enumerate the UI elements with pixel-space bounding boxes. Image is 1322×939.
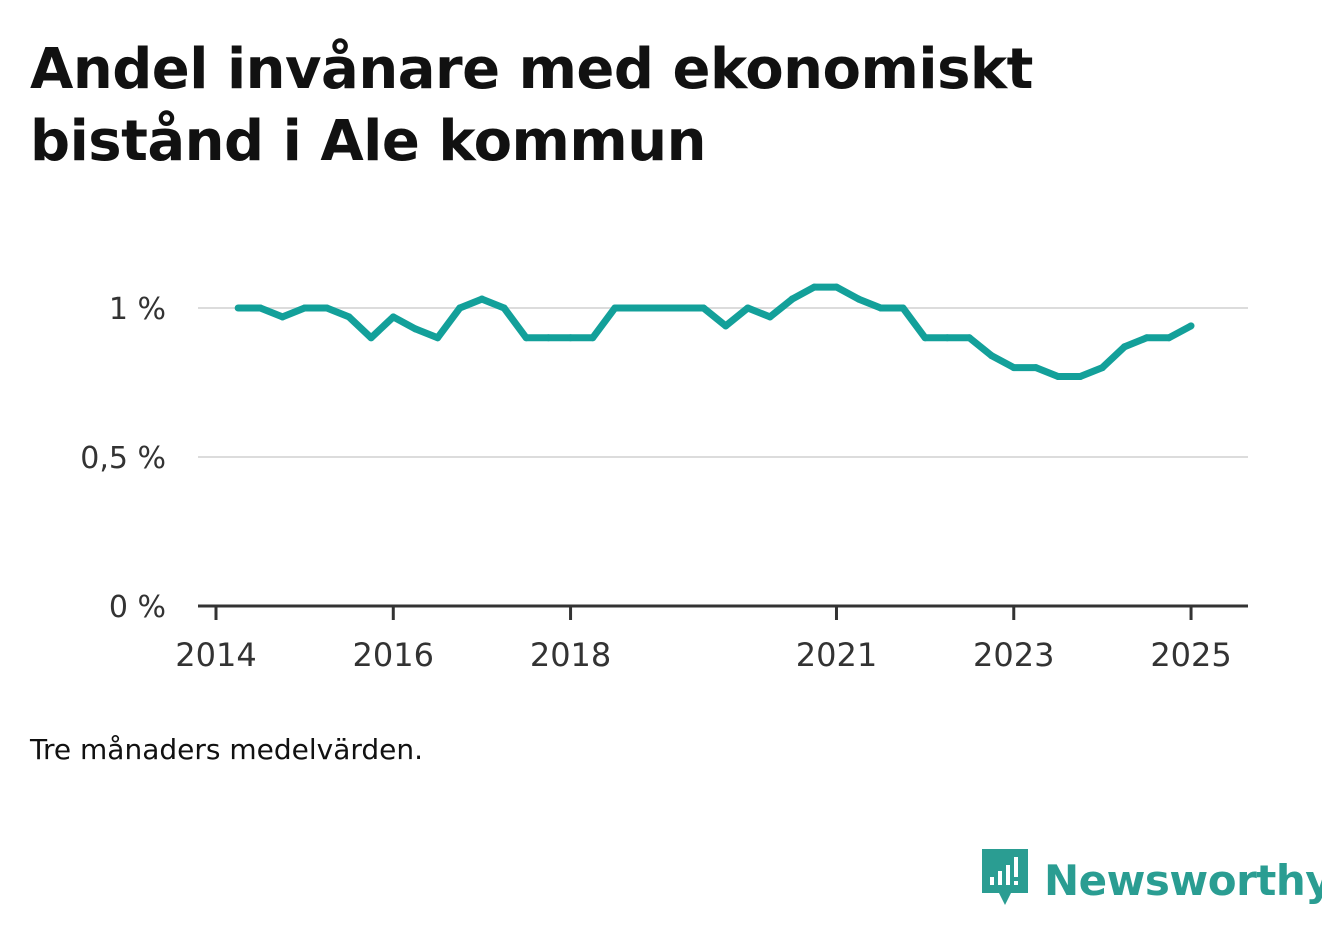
x-tick-label: 2021	[796, 636, 877, 674]
y-axis-tick-labels: 0 % 0,5 % 1 %	[80, 292, 166, 625]
data-point	[567, 334, 575, 342]
data-point	[589, 334, 597, 342]
data-point	[323, 304, 331, 312]
data-point	[677, 304, 685, 312]
data-point	[611, 304, 619, 312]
data-point	[1010, 364, 1018, 372]
gridlines	[198, 307, 1248, 458]
data-point	[810, 283, 818, 291]
data-point	[478, 295, 486, 303]
data-point	[965, 334, 973, 342]
data-point	[256, 304, 264, 312]
data-point	[1187, 322, 1195, 330]
x-tick-label: 2018	[530, 636, 611, 674]
data-point	[855, 295, 863, 303]
data-point	[544, 334, 552, 342]
chart-title: Andel invånare med ekonomiskt bistånd i …	[30, 37, 1033, 174]
y-tick-label: 0,5 %	[80, 441, 166, 476]
data-point	[921, 334, 929, 342]
data-point	[278, 313, 286, 321]
data-point	[1098, 364, 1106, 372]
data-point	[700, 304, 708, 312]
newsworthy-logo-icon	[980, 847, 1030, 914]
x-tick-label: 2014	[175, 636, 256, 674]
brand-name: Newsworthy	[1044, 855, 1322, 905]
data-point	[766, 313, 774, 321]
data-point	[1076, 373, 1084, 381]
x-axis-tick-labels: 2014 2016 2018 2021 2023 2025	[175, 636, 1231, 674]
data-point	[1143, 334, 1151, 342]
data-point	[832, 283, 840, 291]
data-point	[1165, 334, 1173, 342]
data-point	[943, 334, 951, 342]
data-point	[899, 304, 907, 312]
data-point	[1121, 343, 1129, 351]
data-point	[877, 304, 885, 312]
data-point	[411, 325, 419, 333]
data-point	[988, 352, 996, 360]
chart-note: Tre månaders medelvärden.	[30, 733, 424, 766]
data-point	[633, 304, 641, 312]
data-point	[456, 304, 464, 312]
data-point	[1054, 373, 1062, 381]
data-point	[234, 304, 242, 312]
y-tick-label: 0 %	[109, 590, 166, 625]
brand-logo[interactable]: Newsworthy	[980, 848, 1322, 912]
data-point	[345, 313, 353, 321]
data-point	[655, 304, 663, 312]
x-tick-label: 2023	[973, 636, 1054, 674]
data-point	[434, 334, 442, 342]
series-layer	[234, 283, 1195, 381]
data-point	[788, 295, 796, 303]
data-point	[367, 334, 375, 342]
x-tick-label: 2025	[1150, 636, 1231, 674]
data-point	[301, 304, 309, 312]
data-point	[1032, 364, 1040, 372]
y-tick-label: 1 %	[109, 292, 166, 327]
x-axis-ticks	[214, 606, 1193, 620]
line-chart: 0 % 0,5 % 1 % 2014 2016 2018 2021 2023 2025	[80, 283, 1248, 674]
x-tick-label: 2016	[353, 636, 434, 674]
series-line	[238, 283, 1193, 380]
data-point	[500, 304, 508, 312]
data-point	[722, 322, 730, 330]
data-point	[389, 313, 397, 321]
data-point	[522, 334, 530, 342]
data-point	[744, 304, 752, 312]
